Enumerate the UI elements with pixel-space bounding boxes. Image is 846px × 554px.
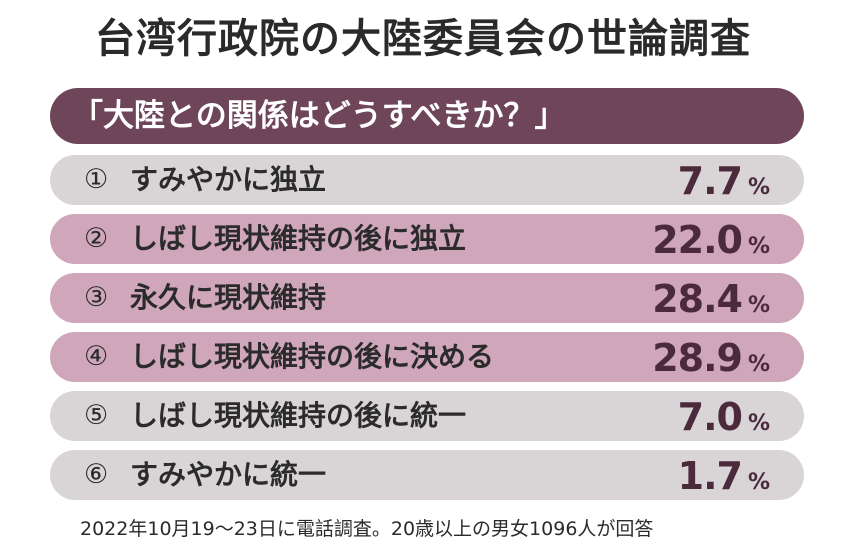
chart-subtitle: 「大陸との関係はどうすべきか？」 (72, 98, 566, 134)
response-row: ⑤ しばし現状維持の後に統一 7.0% (50, 391, 804, 441)
response-value: 28.4% (652, 273, 770, 333)
value-unit: % (747, 234, 770, 259)
value-unit: % (747, 293, 770, 318)
response-row: ③ 永久に現状維持 28.4% (50, 273, 804, 323)
response-row: ① すみやかに独立 7.7% (50, 155, 804, 205)
response-number: ② (84, 223, 109, 254)
response-number: ① (84, 164, 109, 195)
value-unit: % (747, 411, 770, 436)
response-label: すみやかに独立 (130, 163, 327, 196)
response-number: ⑤ (84, 400, 109, 431)
value-number: 28.4 (652, 277, 743, 321)
response-value: 7.7% (678, 155, 770, 215)
value-number: 28.9 (652, 336, 743, 380)
response-number: ③ (84, 282, 109, 313)
response-number: ④ (84, 341, 109, 372)
response-value: 28.9% (652, 332, 770, 392)
chart-title: 台湾行政院の大陸委員会の世論調査 (95, 16, 751, 62)
footnote: 2022年10月19～23日に電話調査。20歳以上の男女1096人が回答 (80, 518, 654, 540)
response-row: ④ しばし現状維持の後に決める 28.9% (50, 332, 804, 382)
response-value: 7.0% (678, 391, 770, 451)
value-number: 22.0 (652, 218, 743, 262)
value-number: 1.7 (677, 454, 743, 498)
value-unit: % (747, 470, 770, 495)
response-number: ⑥ (84, 459, 109, 490)
response-label: すみやかに統一 (130, 458, 327, 491)
value-number: 7.7 (677, 159, 743, 203)
value-number: 7.0 (677, 395, 743, 439)
response-label: しばし現状維持の後に統一 (130, 399, 467, 432)
response-row: ② しばし現状維持の後に独立 22.0% (50, 214, 804, 264)
value-unit: % (747, 175, 770, 200)
chart-subtitle-bar: 「大陸との関係はどうすべきか？」 (50, 88, 804, 144)
response-label: 永久に現状維持 (130, 281, 327, 314)
value-unit: % (747, 352, 770, 377)
response-row: ⑥ すみやかに統一 1.7% (50, 450, 804, 500)
response-value: 22.0% (652, 214, 770, 274)
response-label: しばし現状維持の後に独立 (130, 222, 467, 255)
response-value: 1.7% (678, 450, 770, 510)
response-label: しばし現状維持の後に決める (130, 340, 495, 373)
